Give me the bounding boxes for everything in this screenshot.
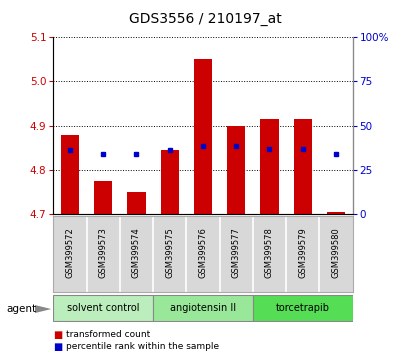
Text: GDS3556 / 210197_at: GDS3556 / 210197_at <box>128 12 281 27</box>
Text: angiotensin II: angiotensin II <box>169 303 236 313</box>
Text: GSM399572: GSM399572 <box>65 227 74 278</box>
Text: GSM399580: GSM399580 <box>330 227 339 278</box>
Polygon shape <box>35 305 51 313</box>
Text: percentile rank within the sample: percentile rank within the sample <box>65 342 218 352</box>
Bar <box>160 150 178 214</box>
Text: GSM399575: GSM399575 <box>165 227 174 278</box>
Text: agent: agent <box>6 304 36 314</box>
Text: GSM399576: GSM399576 <box>198 227 207 278</box>
Bar <box>260 119 278 214</box>
Bar <box>127 192 145 214</box>
Bar <box>252 295 352 321</box>
Text: GSM399579: GSM399579 <box>297 227 306 278</box>
Text: GSM399578: GSM399578 <box>264 227 273 278</box>
Text: GSM399573: GSM399573 <box>99 227 108 278</box>
Text: transformed count: transformed count <box>65 330 149 339</box>
Text: torcetrapib: torcetrapib <box>275 303 329 313</box>
Bar <box>293 119 311 214</box>
Text: ■: ■ <box>53 330 63 339</box>
Bar <box>193 59 211 214</box>
Text: solvent control: solvent control <box>67 303 139 313</box>
Text: ■: ■ <box>53 342 63 352</box>
Bar <box>153 295 252 321</box>
Bar <box>326 212 344 214</box>
Bar <box>61 135 79 214</box>
Bar <box>227 126 245 214</box>
Bar <box>94 181 112 214</box>
Text: GSM399577: GSM399577 <box>231 227 240 278</box>
Text: GSM399574: GSM399574 <box>132 227 141 278</box>
Bar <box>53 295 153 321</box>
